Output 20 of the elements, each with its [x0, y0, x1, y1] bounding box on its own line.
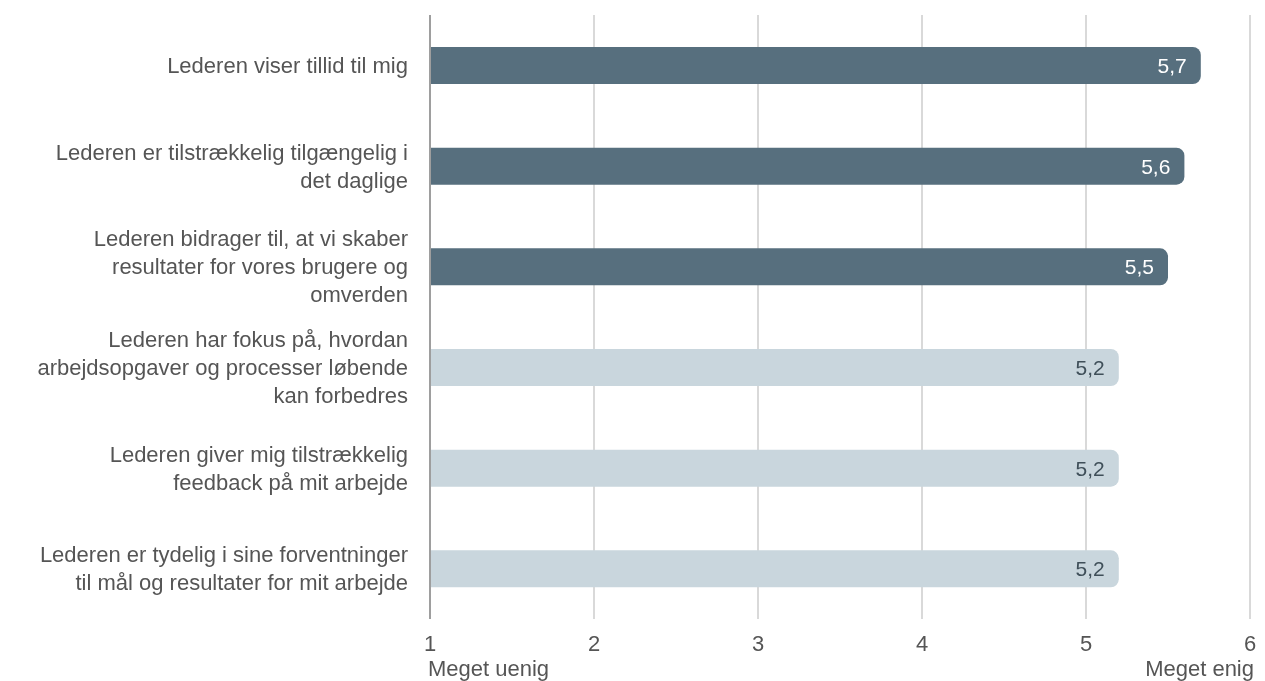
x-tick-label: 3 [751, 631, 765, 656]
text: Meget enig [1145, 656, 1254, 681]
x-tick-label: 4 [915, 631, 929, 656]
data-label: 5,5 [1124, 255, 1154, 279]
data-label: 5,7 [1157, 53, 1187, 77]
y-tick-label: Lederen er tydelig i sine forventninger til mål og resultater for mit arbejde [39, 542, 408, 596]
x-tick-label: 2 [587, 631, 601, 656]
y-tick-label: Lederen er tilstrækkelig tilgængelig i det daglige [55, 139, 408, 193]
text: Meget uenig [428, 656, 550, 681]
y-tick-label: Lederen giver mig tilstrækkelig feedback på mit arbejde [109, 441, 408, 495]
y-tick-label: Lederen viser tillid til mig [167, 53, 408, 79]
data-label: 5,2 [1075, 557, 1105, 581]
data-label: 5,6 [1141, 154, 1171, 178]
data-label: 5,2 [1075, 456, 1105, 480]
y-tick-label: Lederen har fokus på, hvordan arbejdsopgaver og processer løbende kan forbedres [37, 327, 408, 409]
y-tick-label: Lederen bidrager til, at vi skaber resultater for vores brugere og omverden [93, 226, 408, 308]
x-tick-label: 1 [423, 631, 437, 656]
data-label: 5,2 [1075, 355, 1105, 379]
x-tick-label: 6 [1243, 631, 1257, 656]
x-tick-label: 5 [1079, 631, 1093, 656]
